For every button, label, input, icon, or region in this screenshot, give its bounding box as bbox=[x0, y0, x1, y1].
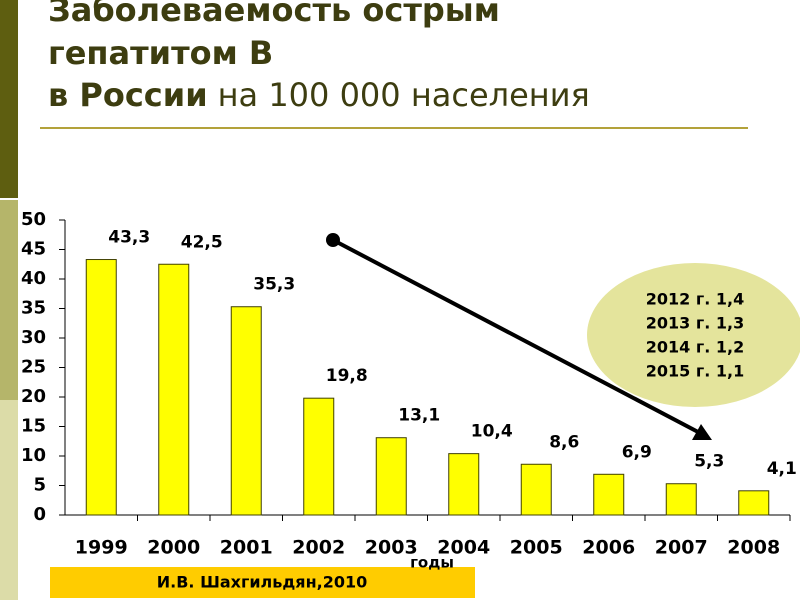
decor-bar bbox=[0, 200, 18, 400]
y-tick-label: 20 bbox=[21, 386, 46, 407]
source: И.В. Шахгильдян,2010 bbox=[157, 573, 367, 592]
value-label: 42,5 bbox=[181, 232, 223, 252]
value-label: 19,8 bbox=[326, 366, 368, 386]
value-label: 6,9 bbox=[622, 442, 652, 462]
x-tick-label: 2006 bbox=[582, 537, 635, 559]
bar bbox=[520, 463, 552, 516]
annotation-line: 2014 г. 1,2 bbox=[646, 338, 744, 357]
annotation-line: 2015 г. 1,1 bbox=[646, 362, 744, 381]
x-axis-label: годы bbox=[410, 554, 454, 572]
title-line: гепатитом В bbox=[48, 34, 273, 72]
bar bbox=[303, 397, 335, 516]
y-tick-label: 45 bbox=[21, 239, 46, 260]
bar bbox=[85, 259, 117, 516]
y-tick-label: 15 bbox=[21, 416, 46, 437]
y-tick-label: 50 bbox=[21, 209, 46, 230]
bar bbox=[448, 453, 480, 516]
value-label: 5,3 bbox=[694, 452, 724, 472]
value-label: 4,1 bbox=[767, 459, 797, 479]
title-line: в России на 100 000 населения bbox=[48, 76, 590, 114]
bar bbox=[665, 483, 697, 516]
value-label: 8,6 bbox=[549, 432, 579, 452]
title-line: Заболеваемость острым bbox=[48, 0, 500, 29]
y-tick-label: 30 bbox=[21, 327, 46, 348]
x-tick-label: 2004 bbox=[437, 537, 490, 559]
value-label: 13,1 bbox=[398, 406, 440, 426]
annotation-line: 2013 г. 1,3 bbox=[646, 314, 744, 333]
decor-bar bbox=[0, 400, 18, 600]
x-tick-label: 2001 bbox=[220, 537, 273, 559]
value-label: 10,4 bbox=[471, 422, 513, 442]
x-tick-label: 2005 bbox=[510, 537, 563, 559]
annotation-bubble bbox=[587, 263, 800, 407]
arrow-dot bbox=[326, 233, 340, 247]
x-tick-label: 2008 bbox=[727, 537, 780, 559]
x-tick-label: 2007 bbox=[655, 537, 708, 559]
trend-arrow bbox=[332, 238, 701, 435]
value-label: 35,3 bbox=[253, 275, 295, 295]
value-label: 43,3 bbox=[108, 228, 150, 248]
x-tick-label: 2003 bbox=[365, 537, 418, 559]
title-tail: на 100 000 населения bbox=[218, 76, 590, 114]
bar bbox=[738, 490, 770, 516]
y-tick-label: 25 bbox=[21, 357, 46, 378]
y-tick-label: 5 bbox=[33, 475, 46, 496]
y-tick-label: 0 bbox=[33, 504, 46, 525]
annotation-line: 2012 г. 1,4 bbox=[646, 290, 744, 309]
bar bbox=[158, 263, 190, 516]
x-tick-label: 2000 bbox=[147, 537, 200, 559]
y-tick-label: 40 bbox=[21, 268, 46, 289]
bar bbox=[593, 473, 625, 516]
arrow-head bbox=[692, 424, 712, 440]
y-tick-label: 35 bbox=[21, 298, 46, 319]
bar bbox=[230, 306, 262, 516]
x-tick-label: 2002 bbox=[292, 537, 345, 559]
source-band bbox=[50, 567, 475, 598]
y-tick-label: 10 bbox=[21, 445, 46, 466]
decor-bar bbox=[0, 0, 18, 198]
bar bbox=[375, 437, 407, 516]
x-tick-label: 1999 bbox=[75, 537, 128, 559]
title-bold: в России bbox=[48, 76, 208, 114]
